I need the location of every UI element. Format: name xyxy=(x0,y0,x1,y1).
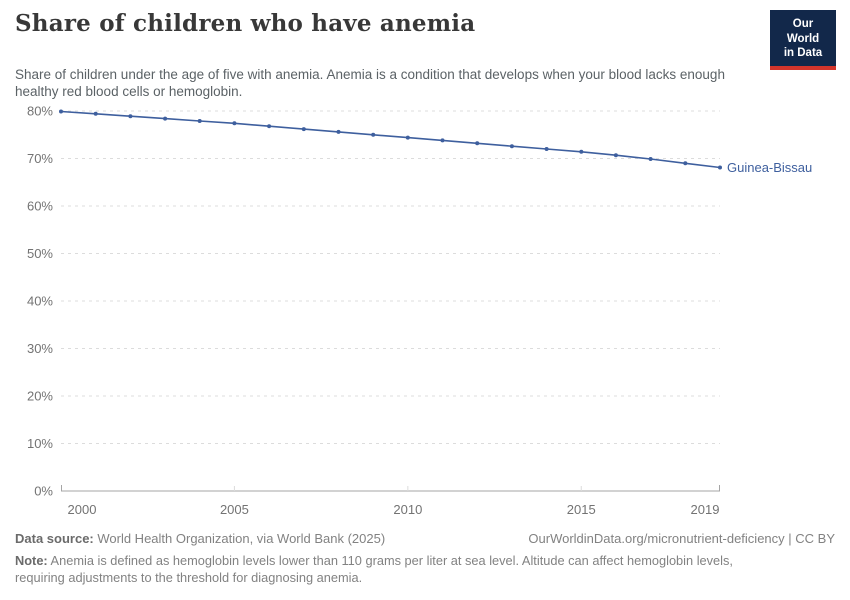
chart-title: Share of children who have anemia xyxy=(15,10,476,37)
data-point[interactable] xyxy=(371,132,376,137)
y-tick-label: 50% xyxy=(27,246,53,261)
data-point[interactable] xyxy=(648,157,653,161)
data-point[interactable] xyxy=(59,109,63,114)
note-block: Note: Anemia is defined as hemoglobin le… xyxy=(15,553,747,586)
data-point[interactable] xyxy=(232,121,237,126)
data-point[interactable] xyxy=(163,116,168,121)
x-tick-label: 2005 xyxy=(220,502,249,517)
footer-link[interactable]: OurWorldinData.org/micronutrient-deficie… xyxy=(528,531,835,546)
data-source-line: Data source: World Health Organization, … xyxy=(15,531,385,546)
owid-logo-line2: in Data xyxy=(783,47,823,60)
data-source-text: World Health Organization, via World Ban… xyxy=(93,531,386,546)
data-point[interactable] xyxy=(440,138,445,143)
data-point[interactable] xyxy=(197,119,202,123)
y-tick-label: 20% xyxy=(27,389,53,404)
x-tick-label: 2010 xyxy=(393,502,422,517)
owid-logo[interactable]: Our World in Data xyxy=(770,10,836,71)
note-label: Note: xyxy=(15,553,48,568)
data-point[interactable] xyxy=(544,147,549,151)
data-point[interactable] xyxy=(683,161,688,166)
y-tick-label: 30% xyxy=(27,341,53,356)
data-point[interactable] xyxy=(93,111,98,116)
y-tick-label: 80% xyxy=(27,104,53,119)
data-point[interactable] xyxy=(301,127,306,132)
y-tick-label: 40% xyxy=(27,294,53,309)
y-tick-label: 10% xyxy=(27,436,53,451)
data-point[interactable] xyxy=(336,129,341,134)
data-point[interactable] xyxy=(475,141,480,146)
x-tick-label: 2019 xyxy=(691,502,720,517)
footer-row: Data source: World Health Organization, … xyxy=(15,531,835,546)
y-tick-label: 70% xyxy=(27,151,53,166)
chart-subtitle: Share of children under the age of five … xyxy=(15,66,725,99)
data-point[interactable] xyxy=(267,124,272,129)
entity-label[interactable]: Guinea-Bissau xyxy=(727,160,812,175)
y-tick-label: 60% xyxy=(27,199,53,214)
x-tick-label: 2000 xyxy=(68,502,97,517)
data-point[interactable] xyxy=(613,153,618,158)
data-point[interactable] xyxy=(405,135,410,140)
data-point[interactable] xyxy=(579,149,584,154)
note-text: Anemia is defined as hemoglobin levels l… xyxy=(15,553,733,585)
owid-logo-line1: Our World xyxy=(786,18,820,45)
data-point[interactable] xyxy=(509,144,514,149)
data-source-label: Data source: xyxy=(15,531,94,546)
data-point[interactable] xyxy=(718,165,722,170)
series-line[interactable] xyxy=(60,110,721,169)
x-tick-label: 2015 xyxy=(567,502,596,517)
y-tick-label: 0% xyxy=(34,484,53,499)
data-point[interactable] xyxy=(128,114,133,119)
